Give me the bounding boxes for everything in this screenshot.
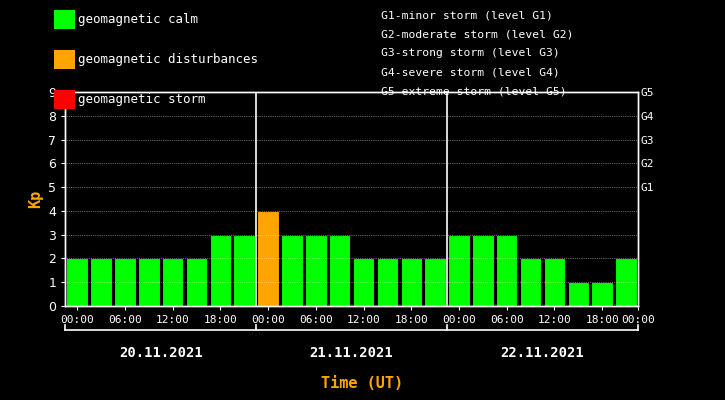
Bar (257, 211, 279, 306)
Text: G2-moderate storm (level G2): G2-moderate storm (level G2) (381, 29, 573, 39)
Bar (91, 258, 112, 306)
Bar (544, 258, 566, 306)
Bar (329, 235, 350, 306)
Bar (592, 282, 613, 306)
Bar (520, 258, 542, 306)
Text: 22.11.2021: 22.11.2021 (501, 346, 584, 360)
Text: G4-severe storm (level G4): G4-severe storm (level G4) (381, 68, 560, 78)
Bar (377, 258, 398, 306)
Bar (162, 258, 183, 306)
Y-axis label: Kp: Kp (28, 190, 43, 208)
Bar (305, 235, 326, 306)
Text: 21.11.2021: 21.11.2021 (310, 346, 394, 360)
Bar (400, 258, 422, 306)
Bar (114, 258, 136, 306)
Text: geomagnetic storm: geomagnetic storm (78, 93, 206, 106)
Bar (353, 258, 374, 306)
Bar (424, 258, 446, 306)
Bar (472, 235, 494, 306)
Text: Time (UT): Time (UT) (321, 376, 404, 391)
Bar (138, 258, 160, 306)
Bar (281, 235, 303, 306)
Text: G3-strong storm (level G3): G3-strong storm (level G3) (381, 48, 560, 58)
Bar (616, 258, 637, 306)
Bar (448, 235, 470, 306)
Bar (496, 235, 518, 306)
Text: G5-extreme storm (level G5): G5-extreme storm (level G5) (381, 87, 566, 97)
Bar (67, 258, 88, 306)
Bar (186, 258, 207, 306)
Text: geomagnetic disturbances: geomagnetic disturbances (78, 53, 258, 66)
Bar (233, 235, 255, 306)
Text: geomagnetic calm: geomagnetic calm (78, 13, 199, 26)
Text: G1-minor storm (level G1): G1-minor storm (level G1) (381, 10, 552, 20)
Bar (210, 235, 231, 306)
Bar (568, 282, 589, 306)
Text: 20.11.2021: 20.11.2021 (119, 346, 202, 360)
